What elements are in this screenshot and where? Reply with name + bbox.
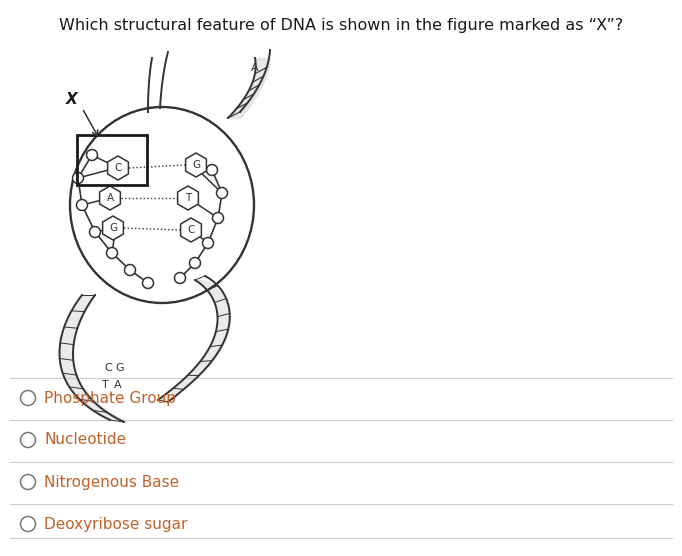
Circle shape <box>106 247 117 259</box>
Text: C: C <box>104 363 112 373</box>
Text: T: T <box>102 380 108 390</box>
Text: G: G <box>192 160 200 170</box>
Circle shape <box>203 237 213 249</box>
Text: Deoxyribose sugar: Deoxyribose sugar <box>44 517 188 532</box>
Text: C: C <box>115 163 121 173</box>
Text: T: T <box>185 193 191 203</box>
Circle shape <box>125 265 136 276</box>
Text: Nucleotide: Nucleotide <box>44 433 126 448</box>
Text: Phosphate Group: Phosphate Group <box>44 390 176 405</box>
Text: G: G <box>109 223 117 233</box>
Text: C: C <box>188 225 194 235</box>
Text: Nitrogenous Base: Nitrogenous Base <box>44 474 179 489</box>
Circle shape <box>190 257 201 269</box>
Circle shape <box>207 165 218 176</box>
Text: X: X <box>66 92 78 107</box>
Text: A: A <box>114 380 122 390</box>
Text: G: G <box>116 363 124 373</box>
Text: A: A <box>106 193 114 203</box>
Circle shape <box>87 150 98 161</box>
Circle shape <box>76 200 87 211</box>
Text: Which structural feature of DNA is shown in the figure marked as “X”?: Which structural feature of DNA is shown… <box>59 18 623 33</box>
Circle shape <box>72 172 83 183</box>
Circle shape <box>143 277 153 289</box>
Circle shape <box>89 226 100 237</box>
Circle shape <box>213 212 224 224</box>
Circle shape <box>175 272 186 284</box>
Circle shape <box>216 187 228 198</box>
Text: A: A <box>251 63 258 73</box>
